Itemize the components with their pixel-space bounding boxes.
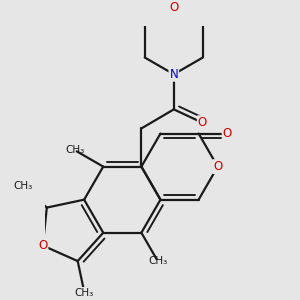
Text: O: O	[223, 127, 232, 140]
Text: CH₃: CH₃	[65, 145, 85, 155]
Text: O: O	[38, 239, 47, 252]
Text: O: O	[198, 116, 207, 129]
Text: CH₃: CH₃	[148, 256, 167, 266]
Text: CH₃: CH₃	[75, 288, 94, 298]
Text: N: N	[169, 68, 178, 81]
Text: O: O	[169, 1, 178, 13]
Text: O: O	[213, 160, 222, 173]
Text: CH₃: CH₃	[13, 181, 32, 191]
